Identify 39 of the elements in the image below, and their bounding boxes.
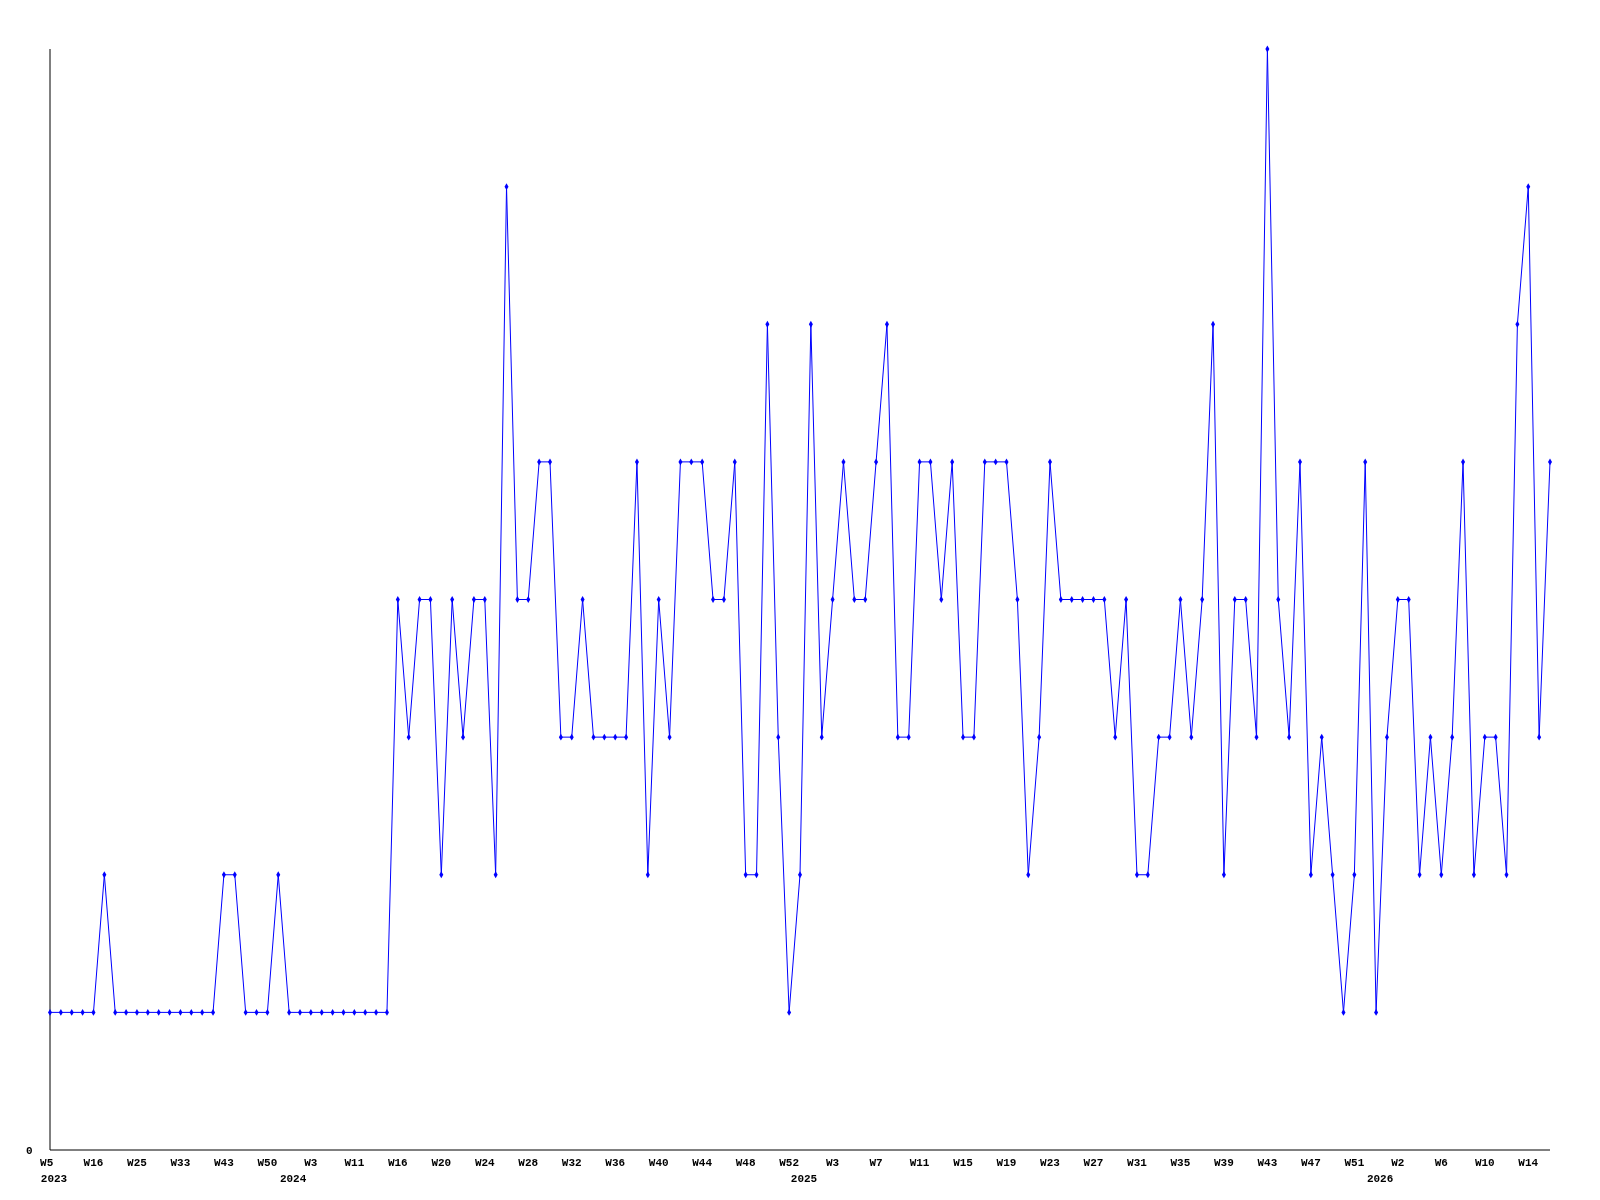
x-tick-label: W5 2023 (40, 1157, 68, 1185)
x-tick-label: W52 (779, 1157, 800, 1169)
x-tick-label: W24 (474, 1157, 496, 1169)
x-tick-label: W27 (1083, 1157, 1104, 1169)
x-tick-label: W28 (518, 1157, 539, 1169)
x-tick-label: 2024 (279, 1173, 307, 1185)
x-tick-label: W40 (648, 1157, 669, 1169)
x-tick-label: W44 (692, 1157, 713, 1169)
x-tick-label: W3 (826, 1157, 840, 1169)
x-tick-label: 2025 (790, 1173, 818, 1185)
x-tick-label: W11 (909, 1157, 930, 1169)
x-tick-label: W36 (605, 1157, 626, 1169)
x-tick-label: W14 (1518, 1157, 1539, 1169)
x-tick-label: W35 (1170, 1157, 1191, 1169)
x-tick-label: W20 (431, 1157, 452, 1169)
x-tick-label: W11 (344, 1157, 365, 1169)
x-tick-label: W3 (304, 1157, 318, 1169)
x-tick-label: W23 (1040, 1157, 1061, 1169)
x-tick-label: W10 (1474, 1157, 1495, 1169)
x-tick-label: W48 (735, 1157, 756, 1169)
x-tick-label: W6 (1434, 1157, 1448, 1169)
x-tick-label: W51 (1344, 1157, 1365, 1169)
x-tick-label: W31 (1127, 1157, 1148, 1169)
x-tick-label: W32 (561, 1157, 582, 1169)
x-tick-label: W16 (83, 1157, 104, 1169)
x-tick-label: W43 (214, 1157, 235, 1169)
x-tick-label: W43 (1257, 1157, 1278, 1169)
x-tick-label: 2026 (1366, 1173, 1394, 1185)
x-tick-label: W33 (170, 1157, 191, 1169)
x-tick-label: W15 (953, 1157, 974, 1169)
x-tick-label: W2 (1391, 1157, 1405, 1169)
x-tick-label: W47 (1300, 1157, 1321, 1169)
x-tick-label: W16 (387, 1157, 408, 1169)
x-tick-label: W7 (869, 1157, 883, 1169)
x-tick-label: W25 (127, 1157, 148, 1169)
x-tick-label: W50 (257, 1157, 278, 1169)
x-tick-label: W19 (996, 1157, 1017, 1169)
x-tick-label: W39 (1214, 1157, 1234, 1169)
text: 0 (26, 1145, 33, 1157)
